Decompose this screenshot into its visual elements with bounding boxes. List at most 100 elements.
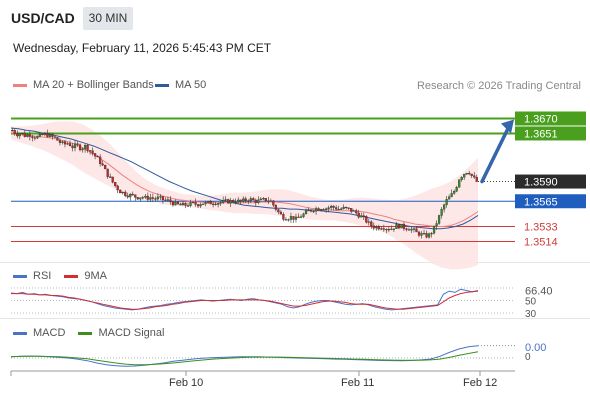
candle (171, 201, 175, 206)
candle (415, 228, 418, 233)
candle (16, 133, 19, 137)
candle (174, 201, 177, 206)
candle (204, 202, 207, 205)
candle (196, 204, 200, 207)
legend-ma50-label: MA 50 (175, 79, 207, 91)
macd-tick-label: 0 (525, 352, 531, 363)
candle (232, 200, 235, 203)
candle (139, 197, 142, 200)
candle (244, 198, 247, 201)
candle (78, 144, 82, 151)
macd-swatch (13, 331, 27, 335)
candle (274, 204, 277, 210)
candle (51, 134, 54, 137)
level-label-box (515, 111, 586, 126)
rsi-ma-line (11, 290, 479, 310)
candle (83, 144, 87, 150)
candle (350, 208, 353, 212)
candle (372, 225, 375, 229)
candle (41, 133, 44, 136)
level-label: 1.3565 (524, 196, 558, 208)
candle (432, 225, 436, 234)
candle (254, 199, 257, 203)
candle (365, 216, 368, 223)
candle (86, 144, 89, 151)
candle (395, 224, 398, 229)
candle (144, 195, 147, 198)
candle (229, 200, 232, 204)
copyright-text: Research © 2026 Trading Central (416, 80, 581, 92)
candle (425, 233, 428, 238)
candle (297, 216, 300, 218)
candle (234, 201, 237, 203)
candle (312, 211, 315, 213)
candle (114, 182, 117, 187)
candle (412, 228, 416, 230)
candle (146, 195, 149, 200)
candle (292, 216, 295, 220)
level-label: 1.3533 (524, 221, 558, 233)
candle (397, 224, 401, 229)
legend-rsi-label: RSI (33, 270, 52, 282)
candle (43, 133, 46, 135)
candle (304, 210, 308, 215)
candle (279, 211, 283, 215)
candle (427, 233, 431, 238)
candle (63, 141, 67, 145)
candle (141, 197, 144, 199)
rsi-value-label: 66.40 (525, 285, 553, 297)
candle (249, 198, 252, 202)
candle (71, 145, 74, 149)
candle (463, 174, 466, 178)
legend-macd-signal-label: MACD Signal (98, 327, 165, 339)
macd-value-label: 0.00 (525, 342, 546, 354)
legend-macd: MACD MACD Signal (13, 327, 164, 339)
candle (345, 206, 348, 209)
candle (119, 189, 122, 194)
candle (440, 209, 443, 216)
candle (129, 194, 132, 198)
timeframe-badge[interactable]: 30 MIN (83, 7, 133, 30)
candle (237, 199, 240, 203)
candle (299, 216, 303, 218)
candle (33, 137, 36, 139)
ma20-swatch (13, 83, 27, 87)
current-price-label-box (515, 174, 586, 189)
forecast-arrow-shaft (480, 124, 511, 184)
ma50-swatch (155, 83, 169, 87)
candle (458, 179, 461, 188)
candle (76, 143, 79, 145)
candle (332, 205, 335, 208)
forecast-arrow-head (501, 119, 514, 134)
candle (377, 226, 380, 230)
x-tick-label: Feb 10 (169, 377, 204, 389)
candle (375, 226, 378, 229)
candle (104, 164, 107, 170)
candle (179, 203, 182, 206)
candle (124, 191, 127, 196)
candle (66, 143, 69, 145)
candle (272, 200, 275, 206)
candle (164, 199, 167, 201)
candle (465, 172, 468, 175)
candle (169, 199, 172, 203)
candle (53, 136, 57, 138)
candle (111, 176, 114, 183)
candle (201, 203, 205, 205)
candle (106, 168, 109, 177)
candle (26, 134, 29, 137)
level-label: 1.3651 (524, 128, 558, 140)
legend-ma50: MA 50 (155, 79, 206, 91)
candle (259, 198, 262, 201)
candle (437, 215, 441, 224)
candle (161, 196, 165, 201)
candle (287, 219, 290, 221)
candle (460, 177, 463, 181)
candle (335, 207, 338, 210)
candle (405, 228, 408, 230)
candle (475, 177, 478, 182)
bollinger-band (11, 121, 478, 270)
candle (58, 140, 62, 143)
legend-rsi-ma-label: 9MA (84, 270, 108, 282)
